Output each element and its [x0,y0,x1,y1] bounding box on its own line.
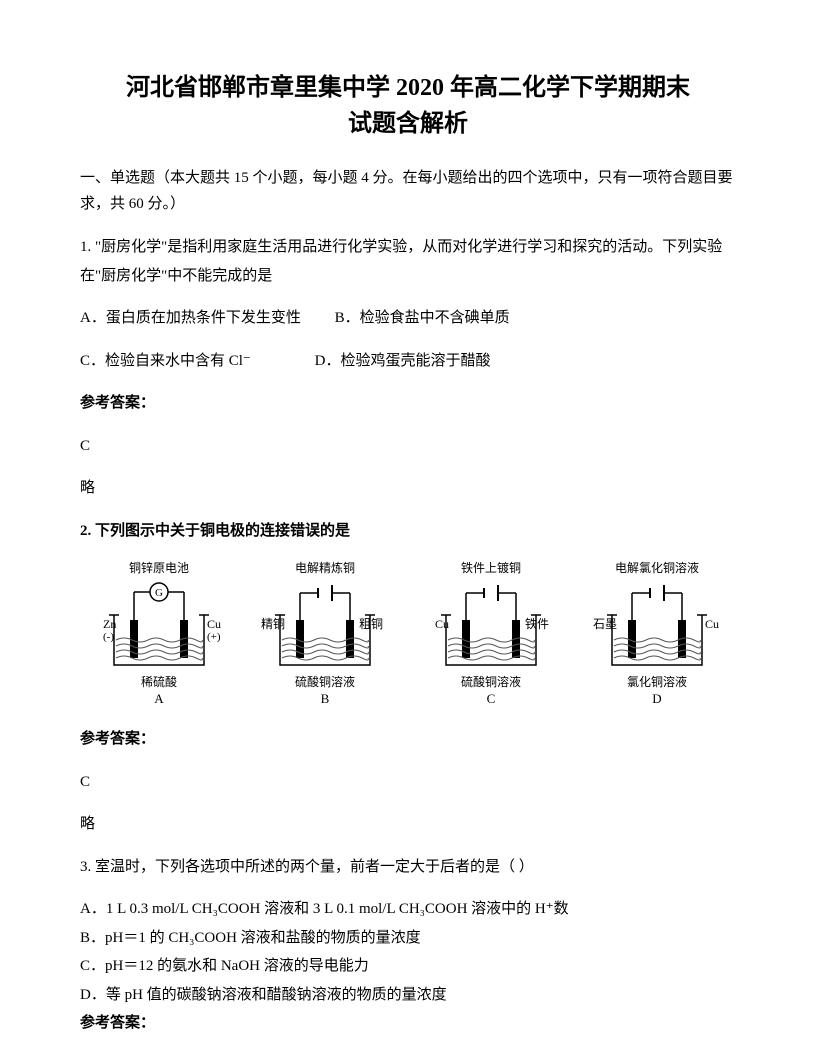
q1-optA: A．蛋白质在加热条件下发生变性 [80,304,301,333]
section-header: 一、单选题（本大题共 15 个小题，每小题 4 分。在每小题给出的四个选项中，只… [80,166,736,217]
diagram-B-left: 精铜 [261,616,285,631]
svg-text:(-): (-) [103,631,114,643]
q1-optB: B．检验食盐中不含碘单质 [335,304,510,333]
diagram-B: 电解精炼铜 精铜 粗铜 硫酸铜溶液 B [250,559,400,707]
title-line1: 河北省邯郸市章里集中学 2020 年高二化学下学期期末 [80,70,736,106]
diagram-B-right: 粗铜 [359,616,383,631]
diagram-A: 铜锌原电池 G Zn (-) Cu (+) 稀硫酸 A [84,559,234,707]
q1-options-row2: C．检验自来水中含有 Cl⁻ D．检验鸡蛋壳能溶于醋酸 [80,347,736,376]
q3-optA: A．1 L 0.3 mol/L CH₃COOH 溶液和 3 L 0.1 mol/… [80,895,736,924]
q3-text: 3. 室温时，下列各选项中所述的两个量，前者一定大于后者的是（ ） [80,853,736,882]
q2-diagrams: 铜锌原电池 G Zn (-) Cu (+) 稀硫酸 A [80,559,736,707]
diagram-C-bottom: 硫酸铜溶液 C [461,675,521,707]
diagram-D-right: Cu [705,617,719,631]
diagram-D-left: 石墨 [593,617,617,631]
q1-optD: D．检验鸡蛋壳能溶于醋酸 [315,347,491,376]
svg-text:G: G [155,587,163,599]
q3-optD: D．等 pH 值的碳酸钠溶液和醋酸钠溶液的物质的量浓度 [80,981,736,1010]
q2-brief: 略 [80,810,736,839]
diagram-A-right: Cu [207,617,221,631]
svg-text:(+): (+) [207,631,221,643]
q2-answer-label: 参考答案： [80,725,736,754]
q1-brief: 略 [80,474,736,503]
diagram-B-title: 电解精炼铜 [295,559,355,576]
title-line2: 试题含解析 [80,106,736,142]
diagram-A-left: Zn [103,617,116,631]
diagram-C-left: Cu [435,617,449,631]
diagram-C-title: 铁件上镀铜 [461,559,521,576]
q3-optC: C．pH＝12 的氨水和 NaOH 溶液的导电能力 [80,952,736,981]
q1-text: 1. "厨房化学"是指利用家庭生活用品进行化学实验，从而对化学进行学习和探究的活… [80,233,736,290]
diagram-B-bottom: 硫酸铜溶液 B [295,675,355,707]
page-title: 河北省邯郸市章里集中学 2020 年高二化学下学期期末 试题含解析 [80,70,736,142]
q3-optB: B．pH＝1 的 CH₃COOH 溶液和盐酸的物质的量浓度 [80,924,736,953]
q3-answer-label: 参考答案： [80,1009,736,1038]
diagram-A-svg: G Zn (-) Cu (+) [89,580,229,675]
q2-text: 2. 下列图示中关于铜电极的连接错误的是 [80,517,736,546]
diagram-C: 铁件上镀铜 Cu 铁件 硫酸铜溶液 C [416,559,566,707]
diagram-C-svg: Cu 铁件 [421,580,561,675]
diagram-C-right: 铁件 [525,617,549,631]
diagram-D: 电解氯化铜溶液 石墨 Cu 氯化铜溶液 D [582,559,732,707]
q1-answer-label: 参考答案： [80,389,736,418]
diagram-D-title: 电解氯化铜溶液 [615,559,699,576]
diagram-A-title: 铜锌原电池 [129,559,189,576]
q1-options-row1: A．蛋白质在加热条件下发生变性 B．检验食盐中不含碘单质 [80,304,736,333]
diagram-B-svg: 精铜 粗铜 [255,580,395,675]
diagram-D-svg: 石墨 Cu [587,580,727,675]
diagram-D-bottom: 氯化铜溶液 D [627,675,687,707]
q1-answer: C [80,432,736,461]
diagram-A-bottom: 稀硫酸 A [141,675,177,707]
q2-answer: C [80,768,736,797]
q1-optC: C．检验自来水中含有 Cl⁻ [80,347,251,376]
